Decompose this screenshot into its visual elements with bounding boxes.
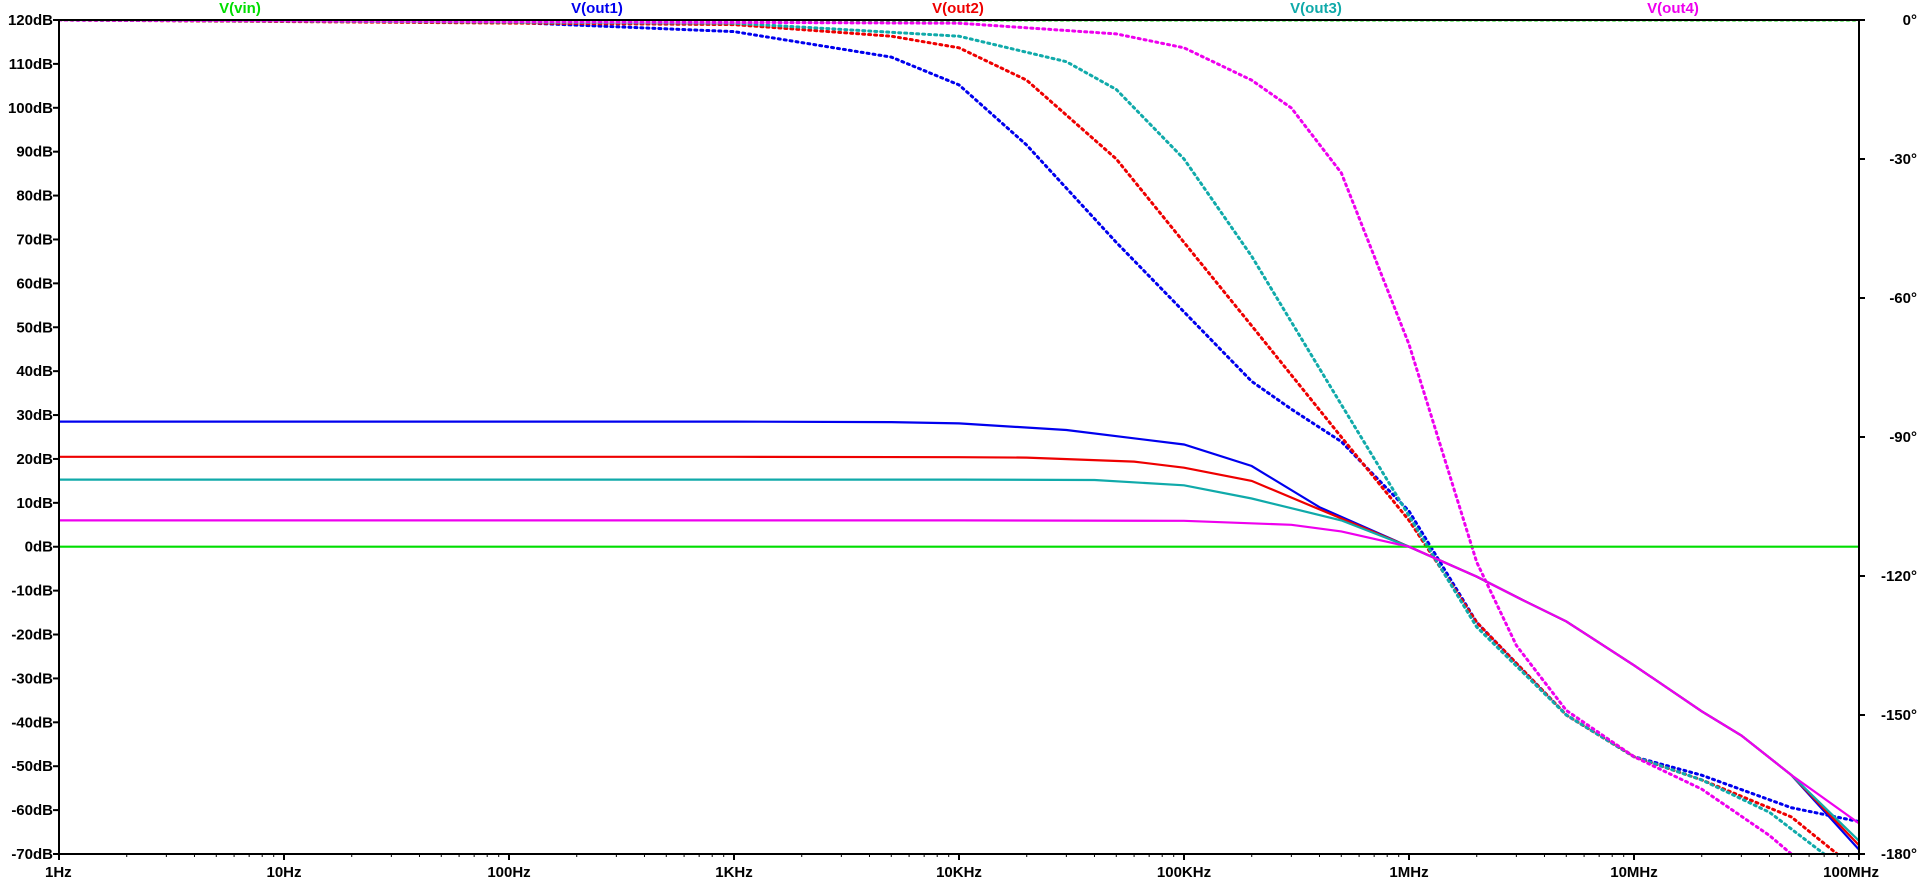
legend-entry-vout1: V(out1) — [571, 0, 623, 17]
y-tick-label: 110dB — [9, 56, 53, 73]
y-tick-label: -10dB — [11, 583, 53, 600]
y-tick-label: 60dB — [16, 275, 53, 292]
legend-entry-vvin: V(vin) — [219, 0, 261, 17]
y-tick-label: 120dB — [8, 12, 53, 29]
legend-entry-vout4: V(out4) — [1647, 0, 1699, 17]
y-tick-label: -30dB — [11, 670, 53, 687]
phase-line-vout4 — [59, 20, 1793, 854]
x-tick-label: 10MHz — [1610, 864, 1658, 881]
magnitude-line-vout4 — [59, 519, 1859, 825]
x-tick-label: 100MHz — [1823, 864, 1879, 881]
y-tick-label: 80dB — [16, 188, 53, 205]
y-tick-label: -20dB — [11, 627, 53, 644]
x-tick-label: 100Hz — [487, 864, 530, 881]
x-tick-label: 1KHz — [715, 864, 753, 881]
y-tick-label: 90dB — [16, 144, 53, 161]
y-tick-label: 50dB — [16, 319, 53, 336]
y2-tick-label: -30° — [1889, 151, 1917, 168]
y-tick-label: -40dB — [11, 714, 53, 731]
y-tick-label: 30dB — [16, 407, 53, 424]
x-tick-label: 10Hz — [266, 864, 301, 881]
x-tick-label: 1Hz — [45, 864, 72, 881]
y2-tick-label: -90° — [1889, 429, 1917, 446]
y2-tick-label: -180° — [1881, 846, 1917, 863]
y2-tick-label: -120° — [1881, 568, 1917, 585]
phase-line-vout3 — [59, 20, 1826, 854]
legend: V(vin) V(out1) V(out2) V(out3) V(out4) — [219, 0, 1699, 17]
y2-tick-label: -60° — [1889, 290, 1917, 307]
x-tick-label: 10KHz — [936, 864, 982, 881]
y-tick-label: -60dB — [11, 802, 53, 819]
y2-tick-label: 0° — [1903, 12, 1917, 29]
legend-entry-vout2: V(out2) — [932, 0, 984, 17]
series-group — [59, 20, 1859, 854]
y-tick-label: 70dB — [16, 231, 53, 248]
y2-tick-label: -150° — [1881, 707, 1917, 724]
x-tick-label: 100KHz — [1157, 864, 1211, 881]
x-tick-label: 1MHz — [1389, 864, 1428, 881]
y-tick-label: 40dB — [16, 363, 53, 380]
y-tick-label: 0dB — [25, 539, 54, 556]
y-tick-label: 20dB — [16, 451, 53, 468]
legend-entry-vout3: V(out3) — [1290, 0, 1342, 17]
y-tick-label: -70dB — [11, 846, 53, 863]
axis-layer: 1Hz 10Hz 100Hz 1KHz 10KHz 100KHz 1MHz 10MHz 100M… — [8, 12, 1917, 881]
series-layer — [59, 20, 1859, 854]
y-tick-label: 10dB — [16, 495, 53, 512]
y-tick-label: -50dB — [11, 758, 53, 775]
y-tick-label: 100dB — [8, 100, 53, 117]
